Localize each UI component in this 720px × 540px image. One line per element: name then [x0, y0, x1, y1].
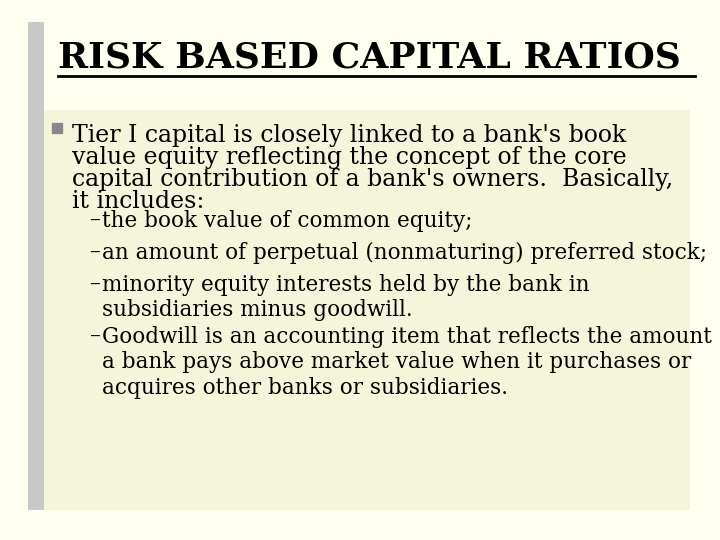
Text: –: –	[90, 326, 101, 348]
Text: minority equity interests held by the bank in
subsidiaries minus goodwill.: minority equity interests held by the ba…	[102, 274, 590, 321]
Bar	[30, 110, 690, 510]
Text: –: –	[90, 242, 101, 264]
Text: it includes:: it includes:	[72, 190, 204, 213]
Bar	[28, 110, 44, 510]
Text: the book value of common equity;: the book value of common equity;	[102, 210, 472, 232]
Bar	[52, 123, 62, 133]
Text: RISK BASED CAPITAL RATIOS: RISK BASED CAPITAL RATIOS	[58, 40, 680, 74]
Text: Tier I capital is closely linked to a bank's book: Tier I capital is closely linked to a ba…	[72, 124, 626, 147]
Text: an amount of perpetual (nonmaturing) preferred stock;: an amount of perpetual (nonmaturing) pre…	[102, 242, 707, 264]
Text: value equity reflecting the concept of the core: value equity reflecting the concept of t…	[72, 146, 626, 169]
Text: –: –	[90, 210, 101, 232]
Text: capital contribution of a bank's owners.  Basically,: capital contribution of a bank's owners.…	[72, 168, 673, 191]
Text: –: –	[90, 274, 101, 296]
Text: Goodwill is an accounting item that reflects the amount
a bank pays above market: Goodwill is an accounting item that refl…	[102, 326, 712, 399]
Bar	[28, 22, 44, 110]
